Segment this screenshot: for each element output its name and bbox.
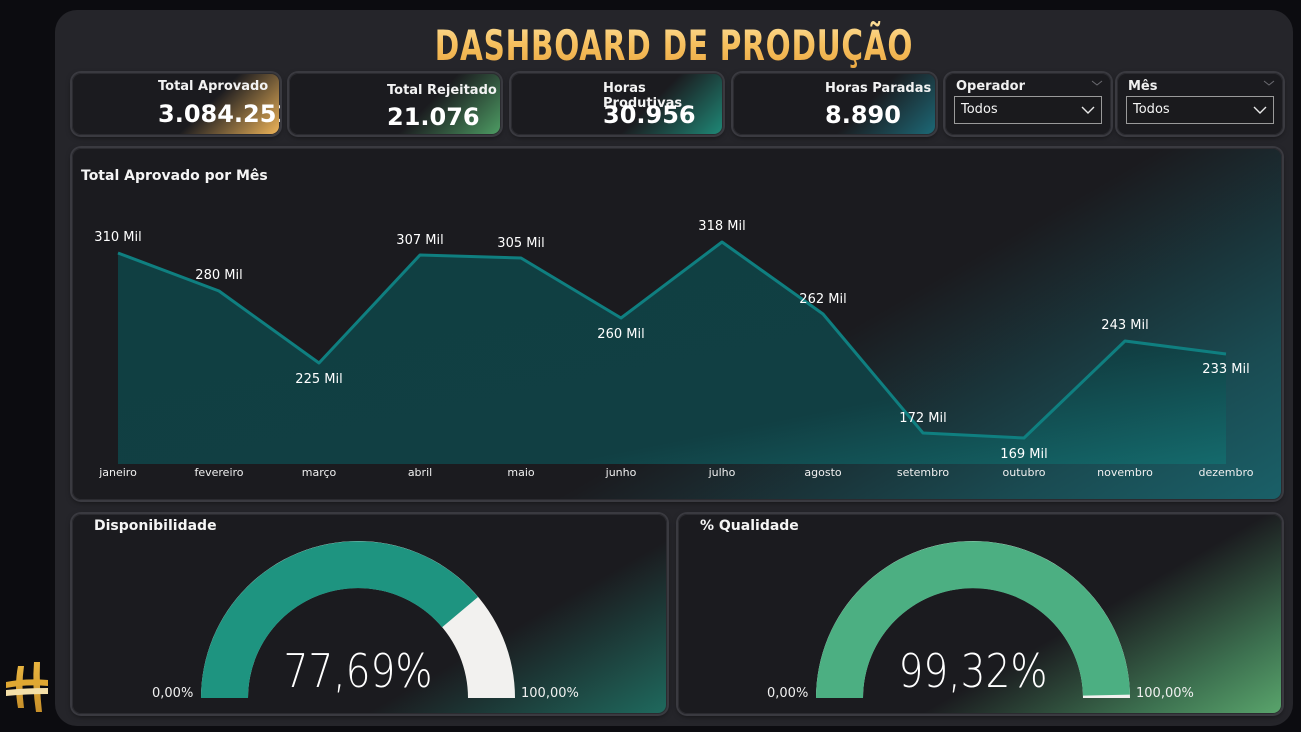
data-label: 169 Mil	[1000, 447, 1048, 462]
gauge-value: 99,32%	[898, 644, 1048, 698]
gauge-card-qualidade[interactable]: % Qualidade 99,32% 0,00% 100,00%	[678, 514, 1282, 714]
gauge-disponibilidade	[201, 541, 515, 698]
kpi-total-rejeitado[interactable]: Total Rejeitado 21.076	[289, 73, 501, 135]
data-label: 262 Mil	[799, 292, 847, 307]
kpi-value: 3.084.251	[158, 100, 280, 128]
x-axis-label: dezembro	[1198, 466, 1254, 479]
data-label: 172 Mil	[899, 411, 947, 426]
page-title: DASHBOARD DE PRODUÇÃO	[191, 16, 1157, 76]
chart-title: Total Aprovado por Mês	[81, 168, 268, 184]
kpi-value: 21.076	[387, 103, 480, 131]
x-axis-label: junho	[605, 466, 637, 479]
dropdown-value: Todos	[1133, 102, 1170, 117]
gauge-min-label: 0,00%	[767, 686, 809, 701]
data-label: 225 Mil	[295, 372, 343, 387]
gauge-max-label: 100,00%	[1136, 686, 1194, 701]
gauge-title: % Qualidade	[700, 518, 799, 534]
kpi-label: Total Rejeitado	[387, 83, 497, 98]
data-label: 307 Mil	[396, 233, 444, 248]
gauge-max-label: 100,00%	[521, 686, 579, 701]
data-label: 318 Mil	[698, 219, 746, 234]
kpi-total-aprovado[interactable]: Total Aprovado 3.084.251	[72, 73, 280, 135]
filter-label: Mês	[1128, 79, 1158, 94]
chevron-down-icon	[1253, 106, 1267, 114]
chevron-down-icon[interactable]	[1263, 77, 1275, 89]
dropdown-value: Todos	[961, 102, 998, 117]
data-label: 243 Mil	[1101, 318, 1149, 333]
x-axis-label: março	[301, 466, 337, 479]
chevron-down-icon[interactable]	[1091, 77, 1103, 89]
x-axis-label: abril	[407, 466, 433, 479]
data-label: 310 Mil	[94, 230, 142, 245]
mes-dropdown[interactable]: Todos	[1126, 96, 1274, 124]
operador-dropdown[interactable]: Todos	[954, 96, 1102, 124]
kpi-label: Horas Paradas	[825, 81, 932, 96]
kpi-horas-produtivas[interactable]: Horas Produtivas 30.956	[511, 73, 723, 135]
area-chart-plot[interactable]	[72, 148, 1282, 500]
dashboard-canvas: DASHBOARD DE PRODUÇÃO Total Aprovado 3.0…	[55, 10, 1293, 726]
x-axis-label: outubro	[1002, 466, 1046, 479]
x-axis-label: julho	[708, 466, 736, 479]
x-axis-label: maio	[507, 466, 535, 479]
x-axis-label: novembro	[1097, 466, 1153, 479]
gauge-value: 77,69%	[283, 644, 433, 698]
filter-label: Operador	[956, 79, 1026, 94]
filter-mes: Mês Todos	[1117, 73, 1283, 135]
chevron-down-icon	[1081, 106, 1095, 114]
logo-icon	[6, 662, 48, 712]
kpi-value: 30.956	[603, 101, 696, 129]
gauge-qualidade	[816, 541, 1130, 698]
x-axis-label: fevereiro	[194, 466, 244, 479]
data-label: 305 Mil	[497, 236, 545, 251]
gauge-min-label: 0,00%	[152, 686, 194, 701]
x-axis-label: janeiro	[99, 466, 137, 479]
area-fill	[118, 242, 1226, 464]
x-axis-label: agosto	[804, 466, 842, 479]
data-label: 260 Mil	[597, 327, 645, 342]
gauge-title: Disponibilidade	[94, 518, 217, 534]
kpi-value: 8.890	[825, 101, 901, 129]
x-axis-label: setembro	[896, 466, 950, 479]
area-line	[117, 240, 1227, 440]
line-chart-card[interactable]: Total Aprovado por Mês 310 Mil 280 Mil 2…	[72, 148, 1282, 500]
filter-operador: Operador Todos	[945, 73, 1111, 135]
kpi-label: Horas Produtivas	[603, 81, 683, 111]
kpi-horas-paradas[interactable]: Horas Paradas 8.890	[733, 73, 936, 135]
data-label: 280 Mil	[195, 268, 243, 283]
data-label: 233 Mil	[1202, 362, 1250, 377]
gauge-card-disponibilidade[interactable]: Disponibilidade 77,69% 0,00% 100,00%	[72, 514, 667, 714]
kpi-label: Total Aprovado	[158, 79, 269, 94]
